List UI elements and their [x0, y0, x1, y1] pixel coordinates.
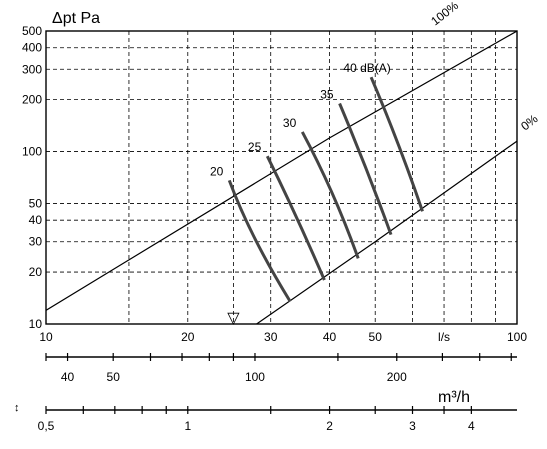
plot-frame	[45, 30, 518, 325]
series-label-100: 100%	[428, 0, 461, 28]
sound-level-line	[265, 155, 326, 281]
sound-level-label: 40 dB(A)	[343, 61, 390, 75]
y-tick-label: 50	[29, 196, 43, 210]
series-label-0: 0%	[518, 111, 541, 133]
x-tick-label: 50	[369, 330, 383, 344]
m3h-unit-label: m³/h	[438, 389, 470, 406]
sound-level-line	[369, 76, 424, 212]
m3h-tick-label: 50	[107, 370, 121, 384]
x-tick-label: 20	[181, 330, 195, 344]
grid	[46, 31, 517, 324]
x-tick-label: 10	[39, 330, 53, 344]
m3h-tick-label: 40	[61, 370, 75, 384]
unit-toggle-icon[interactable]: ↕	[14, 402, 20, 414]
series-line-max	[46, 31, 517, 311]
y-axis-title: Δpt Pa	[52, 10, 100, 27]
labels-layer: 10 20 30 40 50 100 200 300 400 500 10 20 30 40 50 l/s 10…	[22, 0, 541, 344]
x-tick-label: 40	[323, 330, 337, 344]
secondary-axis: 0,5 1 2 3 4	[38, 406, 517, 433]
sound-level-line	[227, 179, 292, 303]
secondary-tick-label: 3	[409, 419, 416, 433]
y-tick-label: 300	[22, 62, 42, 76]
sound-level-line	[338, 102, 393, 236]
series-line-min	[256, 140, 517, 324]
sound-level-label: 30	[283, 116, 297, 130]
m3h-tick-label: 100	[245, 370, 265, 384]
sound-level-label: 20	[210, 164, 224, 178]
y-tick-label: 200	[22, 93, 42, 107]
secondary-tick-label: 2	[326, 419, 333, 433]
x-tick-label: l/s	[438, 330, 450, 344]
sound-level-line	[300, 131, 360, 259]
y-tick-label: 30	[29, 235, 43, 249]
series-layer	[46, 31, 517, 324]
secondary-tick-label: 0,5	[38, 419, 55, 433]
secondary-tick-label: 1	[184, 419, 191, 433]
y-tick-label: 400	[22, 41, 42, 55]
y-tick-label: 20	[29, 265, 43, 279]
operating-point-marker: ▽	[227, 310, 240, 327]
x-tick-label: 30	[264, 330, 278, 344]
y-tick-label: 10	[29, 317, 43, 331]
secondary-tick-label: 4	[468, 419, 475, 433]
m3h-tick-label: 200	[387, 370, 407, 384]
x-tick-label: 100	[507, 330, 527, 344]
m3h-axis: 40 50 100 200 m³/h	[45, 353, 517, 406]
sound-level-label: 25	[248, 140, 262, 154]
y-tick-label: 500	[22, 24, 42, 38]
sound-level-label: 35	[320, 87, 334, 101]
y-tick-label: 100	[22, 145, 42, 159]
y-tick-label: 40	[29, 213, 43, 227]
